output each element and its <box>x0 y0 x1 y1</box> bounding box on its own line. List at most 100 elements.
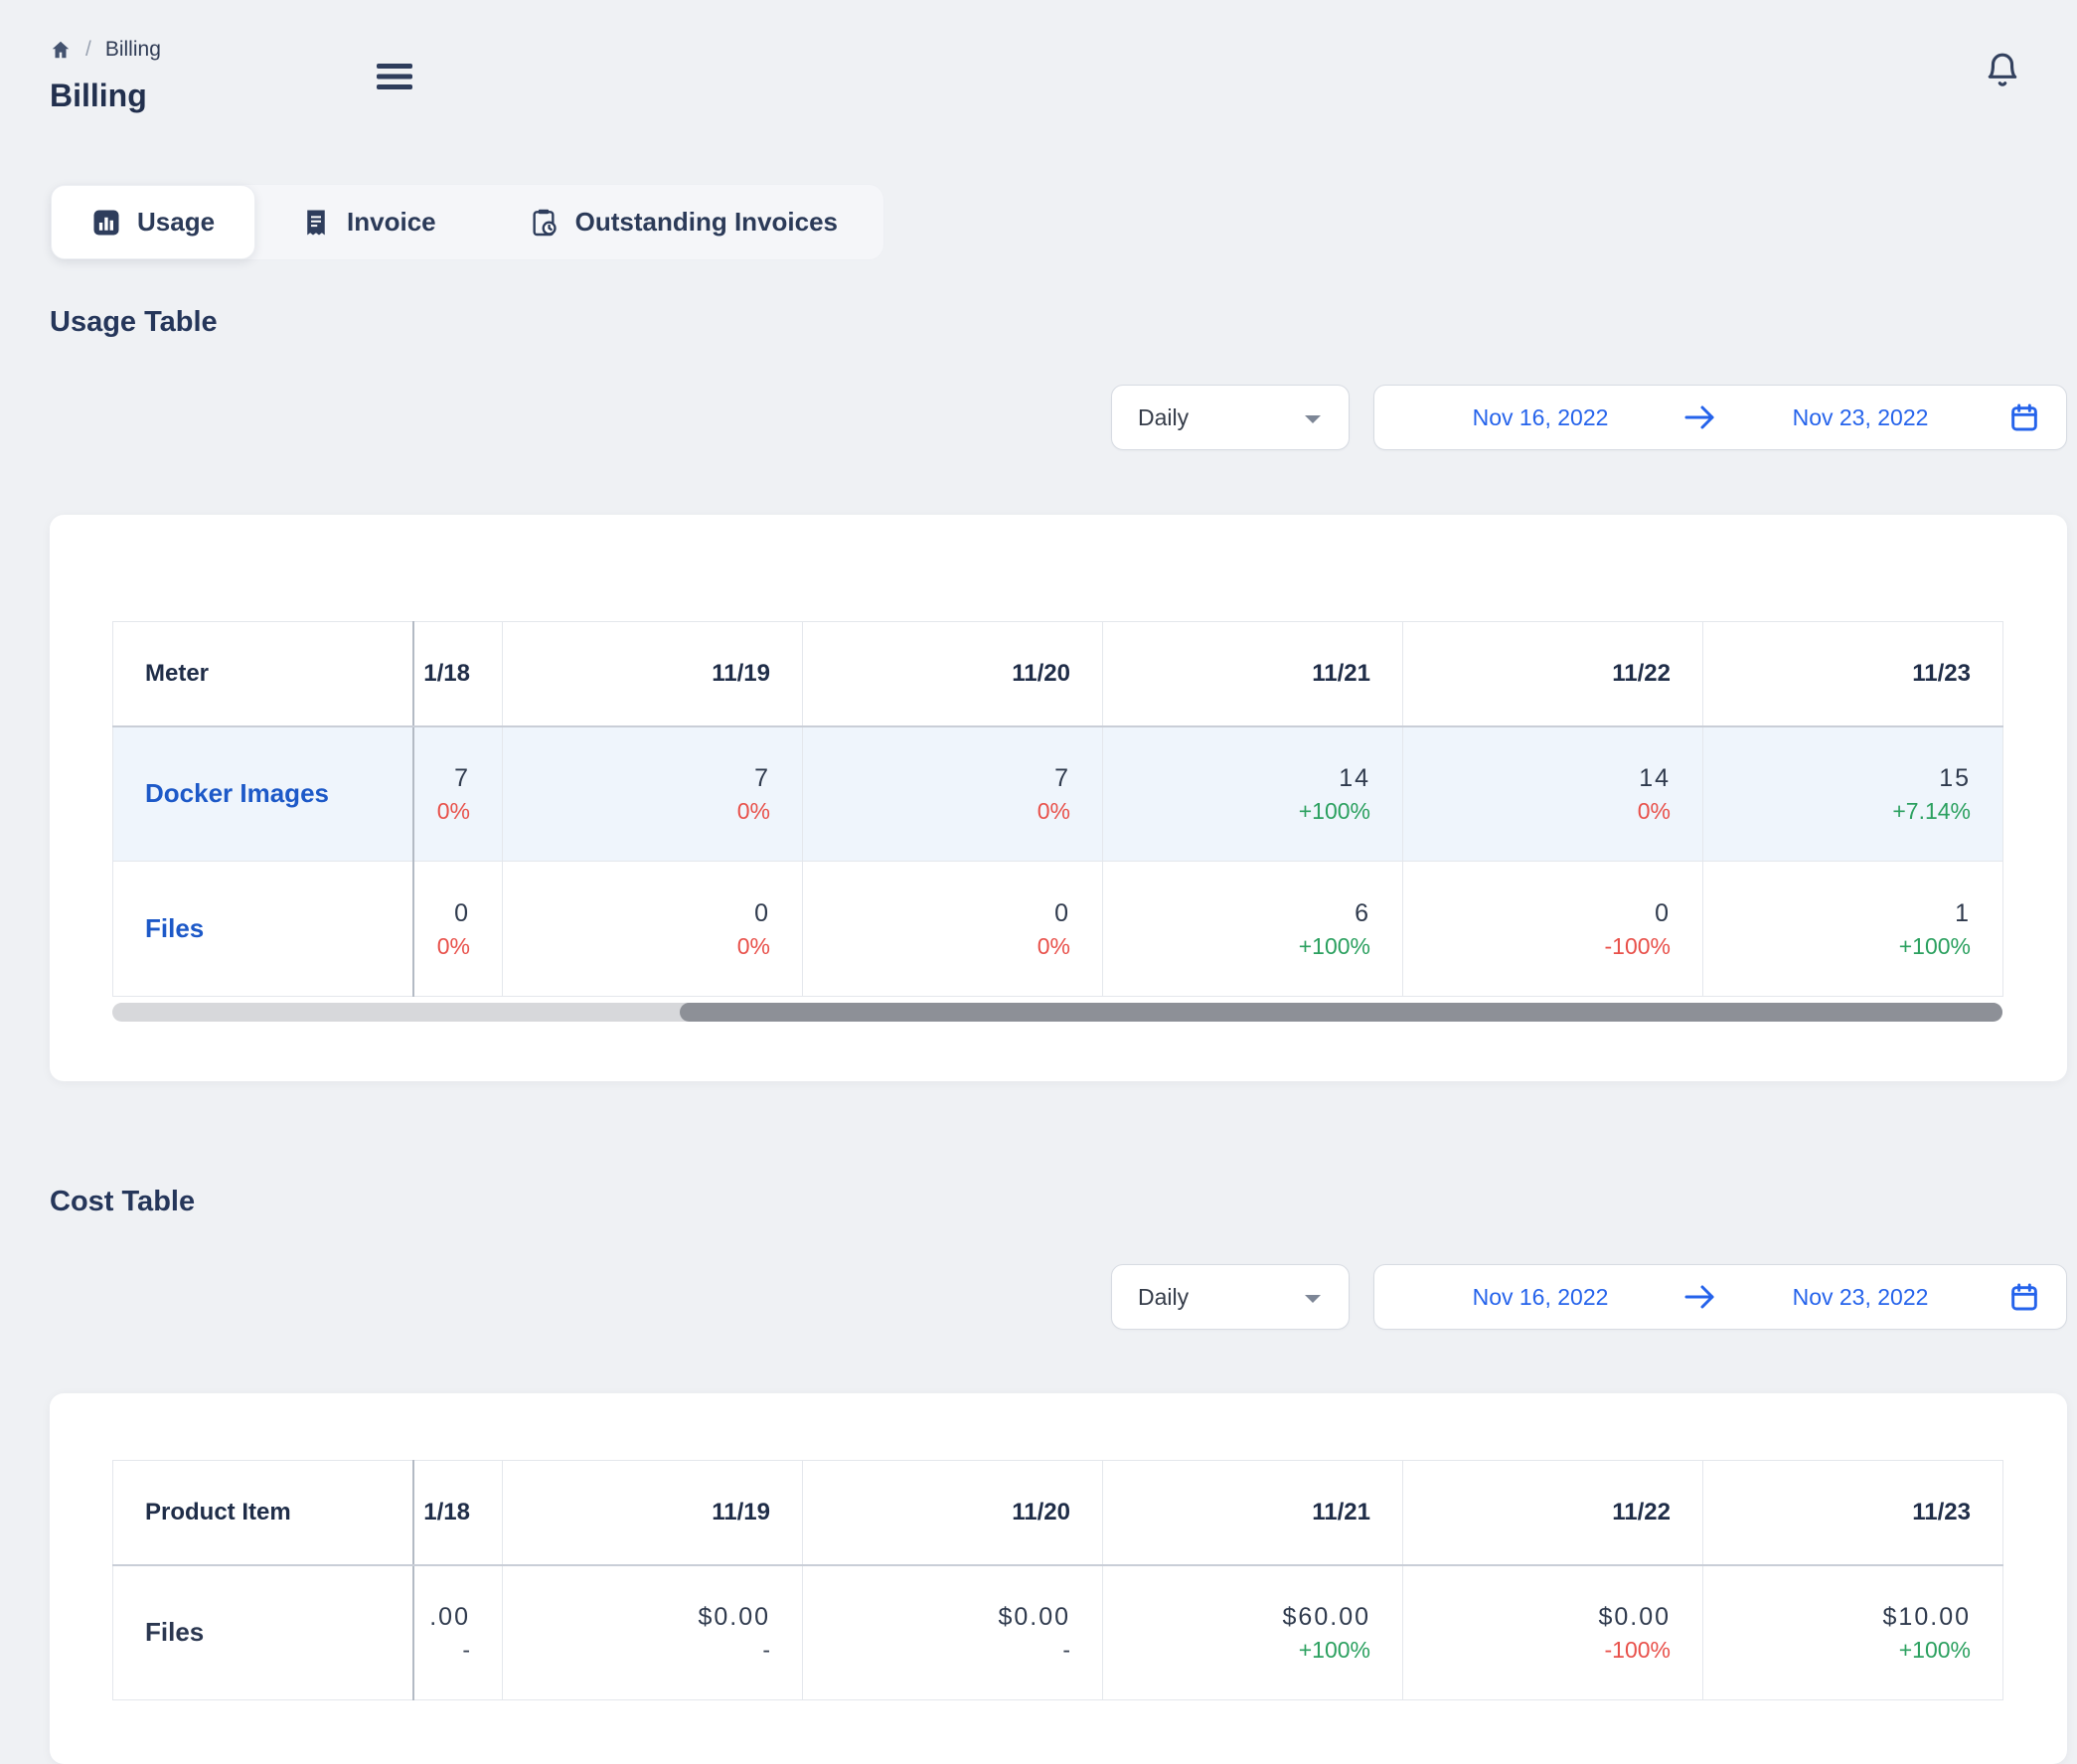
cell-delta: 0% <box>736 797 770 824</box>
cell-value: $0.00 <box>698 1602 770 1631</box>
date-column-header: 11/22 <box>1402 1460 1703 1566</box>
bar-chart-icon <box>91 208 121 238</box>
cell-delta: 0% <box>1637 797 1671 824</box>
usage-interval-value: Daily <box>1138 403 1190 430</box>
value-cell: 0 0% <box>802 861 1103 997</box>
usage-table: Meter 1/18 11/19 11/20 11/21 11/22 11/23 Docker… <box>112 621 2003 997</box>
cost-interval-value: Daily <box>1138 1283 1190 1310</box>
date-column-header: 11/23 <box>1702 1460 2003 1566</box>
cost-filters: Daily Nov 16, 2022 Nov 23, 2022 <box>50 1264 2067 1330</box>
usage-header-row: Meter 1/18 11/19 11/20 11/21 11/22 11/23 <box>112 621 2003 727</box>
top-bar: / Billing Billing <box>50 0 2067 114</box>
cost-row-files: Files .00 - $0.00 - $0.00 - $60.00 +100% $0.00 -10… <box>112 1564 2003 1700</box>
usage-date-range[interactable]: Nov 16, 2022 Nov 23, 2022 <box>1373 385 2067 450</box>
value-cell: 7 0% <box>412 725 503 862</box>
date-column-header: 1/18 <box>412 1460 503 1566</box>
value-cell: $0.00 - <box>502 1564 803 1700</box>
usage-table-heading: Usage Table <box>50 306 218 338</box>
home-icon[interactable] <box>50 39 72 61</box>
cost-date-range[interactable]: Nov 16, 2022 Nov 23, 2022 <box>1373 1264 2067 1330</box>
tab-label: Invoice <box>347 207 436 237</box>
value-cell: $60.00 +100% <box>1102 1564 1403 1700</box>
page-title: Billing <box>50 78 147 113</box>
cost-date-to[interactable]: Nov 23, 2022 <box>1792 1283 1929 1310</box>
row-name-link[interactable]: Files <box>112 861 414 997</box>
cell-value: $0.00 <box>998 1602 1070 1631</box>
cell-delta: -100% <box>1604 1636 1671 1663</box>
cell-delta: +100% <box>1298 797 1370 824</box>
tab-bar: Usage Invoice Outstanding Invoices <box>50 184 885 260</box>
cell-delta: +100% <box>1298 1636 1370 1663</box>
cost-table-wrap: Product Item 1/18 11/19 11/20 11/21 11/22 11/2… <box>112 1460 2003 1700</box>
value-cell: 0 0% <box>502 861 803 997</box>
usage-card: Meter 1/18 11/19 11/20 11/21 11/22 11/23 Docker… <box>50 515 2067 1081</box>
value-cell: $0.00 -100% <box>1402 1564 1703 1700</box>
date-column-header: 11/21 <box>1102 1460 1403 1566</box>
value-cell: 7 0% <box>502 725 803 862</box>
cell-value: 7 <box>754 763 770 792</box>
usage-date-to[interactable]: Nov 23, 2022 <box>1792 403 1929 430</box>
usage-interval-select[interactable]: Daily <box>1111 385 1350 450</box>
value-cell: .00 - <box>412 1564 503 1700</box>
date-column-header: 11/21 <box>1102 621 1403 727</box>
cost-date-from[interactable]: Nov 16, 2022 <box>1472 1283 1609 1310</box>
cell-value: $60.00 <box>1282 1602 1370 1631</box>
cell-value: 0 <box>1054 898 1070 927</box>
usage-filters: Daily Nov 16, 2022 Nov 23, 2022 <box>50 385 2067 450</box>
breadcrumb-separator: / <box>85 38 91 61</box>
cell-value: 7 <box>454 763 470 792</box>
cell-value: 6 <box>1355 898 1370 927</box>
value-cell: $10.00 +100% <box>1702 1564 2003 1700</box>
calendar-icon[interactable] <box>2008 1281 2040 1313</box>
tab-invoice[interactable]: Invoice <box>255 185 482 259</box>
scrollbar-thumb[interactable] <box>680 1003 2002 1022</box>
usage-row-files: Files 0 0% 0 0% 0 0% 6 +100% 0 -100% 1 +100% <box>112 861 2003 997</box>
cell-delta: +100% <box>1898 932 1971 959</box>
cell-delta: - <box>1062 1636 1070 1663</box>
value-cell: 14 +100% <box>1102 725 1403 862</box>
cell-value: 0 <box>1655 898 1671 927</box>
cell-value: 7 <box>1054 763 1070 792</box>
clipboard-clock-icon <box>528 207 559 239</box>
cell-delta: 0% <box>436 932 470 959</box>
usage-table-scrollbar[interactable] <box>112 1003 2002 1022</box>
notifications-bell-icon[interactable] <box>1984 52 2021 89</box>
cell-delta: - <box>762 1636 770 1663</box>
cost-header-row: Product Item 1/18 11/19 11/20 11/21 11/22 11/2… <box>112 1460 2003 1566</box>
cell-value: 14 <box>1639 763 1671 792</box>
breadcrumb: / Billing <box>50 38 2067 62</box>
date-column-header: 11/23 <box>1702 621 2003 727</box>
tab-label: Usage <box>137 207 216 237</box>
cell-delta: +7.14% <box>1892 797 1971 824</box>
tab-label: Outstanding Invoices <box>574 207 839 237</box>
menu-icon[interactable] <box>377 64 412 89</box>
breadcrumb-current[interactable]: Billing <box>104 38 161 61</box>
value-cell: 0 -100% <box>1402 861 1703 997</box>
chevron-down-icon <box>1303 1284 1323 1311</box>
cell-delta: 0% <box>1037 932 1070 959</box>
usage-date-from[interactable]: Nov 16, 2022 <box>1472 403 1609 430</box>
date-column-header: 11/19 <box>502 621 803 727</box>
calendar-icon[interactable] <box>2008 401 2040 433</box>
arrow-right-icon <box>1680 1283 1720 1311</box>
row-name: Files <box>112 1564 414 1700</box>
cell-value: 0 <box>754 898 770 927</box>
date-column-header: 11/20 <box>802 621 1103 727</box>
value-cell: 1 +100% <box>1702 861 2003 997</box>
value-cell: 15 +7.14% <box>1702 725 2003 862</box>
cost-interval-select[interactable]: Daily <box>1111 1264 1350 1330</box>
cost-card: Product Item 1/18 11/19 11/20 11/21 11/22 11/2… <box>50 1393 2067 1764</box>
cell-delta: 0% <box>436 797 470 824</box>
cell-delta: 0% <box>1037 797 1070 824</box>
tab-usage[interactable]: Usage <box>51 185 256 259</box>
row-name-link[interactable]: Docker Images <box>112 725 414 862</box>
usage-row-docker-images: Docker Images 7 0% 7 0% 7 0% 14 +100% 14 0% 15 +7.14… <box>112 725 2003 862</box>
cell-value: $0.00 <box>1598 1602 1671 1631</box>
cell-value: 1 <box>1955 898 1971 927</box>
tab-outstanding-invoices[interactable]: Outstanding Invoices <box>482 185 883 259</box>
value-cell: 14 0% <box>1402 725 1703 862</box>
cell-value: 15 <box>1939 763 1971 792</box>
cost-table: Product Item 1/18 11/19 11/20 11/21 11/22 11/2… <box>112 1460 2003 1700</box>
cell-value: 0 <box>454 898 470 927</box>
